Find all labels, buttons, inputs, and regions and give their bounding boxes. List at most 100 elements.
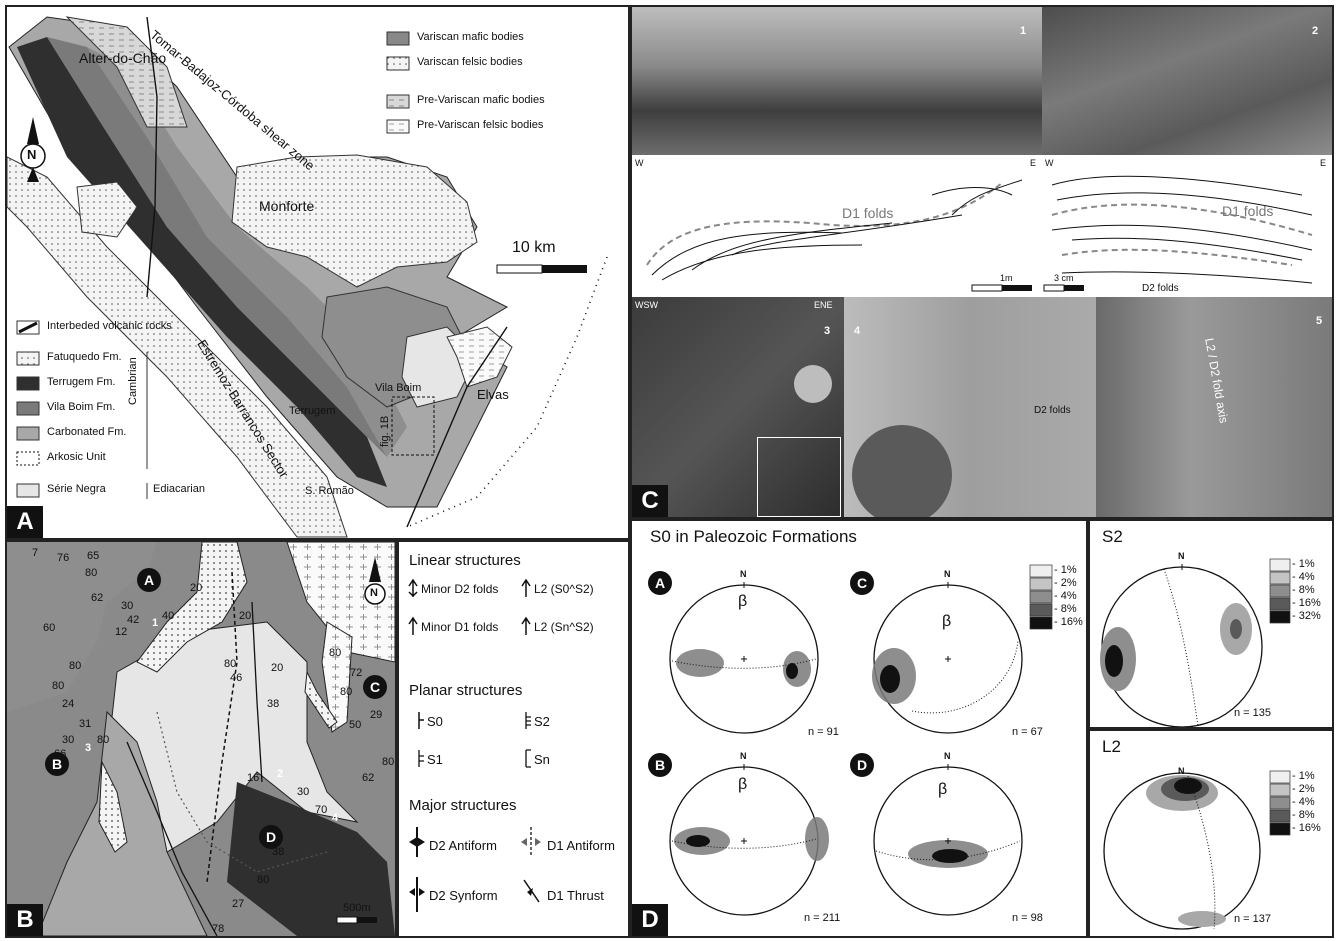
site-star-3: 3 <box>85 742 92 754</box>
site-b-marker: B <box>45 752 69 776</box>
site-star-1: 1 <box>152 617 159 629</box>
dip-13: 80 <box>52 680 65 692</box>
linear-item-3: Minor D1 folds <box>421 620 499 634</box>
linear-item-4: L2 (Sn^S2) <box>534 620 594 634</box>
dip-23: 20 <box>271 662 284 674</box>
dip-9: 20 <box>190 582 203 594</box>
dip-4: 80 <box>85 567 98 579</box>
dip-18: 80 <box>97 734 110 746</box>
photo-3-coin <box>794 365 832 403</box>
photo-star-2: 2 <box>1312 25 1319 37</box>
sketch-2-scale: 3 cm <box>1054 273 1074 283</box>
sketch-1-scale: 1m <box>1000 273 1013 283</box>
net-b-beta: β <box>738 776 748 793</box>
net-d-north: N <box>944 751 951 761</box>
s2-legend-3: - 8% <box>1292 584 1315 596</box>
panel-label-b: B <box>7 904 43 936</box>
photo-star-3: 3 <box>824 325 831 337</box>
dip-2: 76 <box>57 552 70 564</box>
dip-6: 30 <box>121 600 134 612</box>
site-c-marker: C <box>363 675 387 699</box>
photo-4-outcrop: D2 folds <box>844 297 1097 517</box>
net-c-north: N <box>944 569 951 579</box>
net-site-d: D <box>850 753 874 777</box>
l2-legend-3: - 4% <box>1292 796 1315 808</box>
place-vila-boim: Vila Boim <box>375 382 422 394</box>
s2-legend-2: - 4% <box>1292 571 1315 583</box>
s2-legend-1: - 1% <box>1292 558 1315 570</box>
major-item-1: D2 Antiform <box>429 838 497 853</box>
linear-symbols <box>408 578 531 635</box>
legend-fatuquedo: Fatuquedo Fm. <box>47 351 122 363</box>
sketch-2-d2: D2 folds <box>1142 283 1179 294</box>
place-s-romao: S. Romão <box>305 485 354 497</box>
net-d-beta: β <box>938 781 948 798</box>
planar-item-4: Sn <box>534 752 550 767</box>
panel-label-d: D <box>632 904 668 936</box>
dip-7: 42 <box>127 614 140 626</box>
photo-3-wsw: WSW <box>635 300 658 310</box>
dip-20: 80 <box>224 658 237 670</box>
linear-title: Linear structures <box>409 552 521 569</box>
stereonet-l2 <box>1103 770 1291 930</box>
legend-prevariscan-felsic: Pre-Variscan felsic bodies <box>417 119 544 131</box>
net-site-c: C <box>850 571 874 595</box>
dip-32: 30 <box>297 786 310 798</box>
dip-3: 65 <box>87 550 100 562</box>
planar-item-3: S1 <box>427 752 443 767</box>
s0-legend-5: - 16% <box>1054 616 1083 628</box>
net-c-beta: β <box>942 613 952 630</box>
major-symbols <box>409 827 541 912</box>
place-terrugem: Terrugem <box>289 405 336 417</box>
place-elvas: Elvas <box>477 387 509 402</box>
panel-c-photos: W E D1 folds 1m W E D1 folds 3 cm D2 fol… <box>630 5 1334 519</box>
dip-30: 62 <box>362 772 375 784</box>
panel-l2: L2 N n = 137 - 1% - 2% - 4% - 8% - 16% <box>1088 729 1334 938</box>
photo-4-coin <box>852 425 952 517</box>
sketch-1: W E D1 folds 1m <box>632 155 1043 298</box>
dip-37: 78 <box>212 923 225 935</box>
dip-31: 16 <box>247 772 260 784</box>
photo-3-inset <box>757 437 841 517</box>
panel-s2: S2 N n = 135 - 1% - 4% - 8% - 16% - 32% <box>1088 519 1334 729</box>
dip-14: 24 <box>62 698 75 710</box>
net-a-north: N <box>740 569 747 579</box>
photo-1-outcrop <box>632 7 1043 156</box>
net-a-n: n = 91 <box>808 726 839 738</box>
geologic-map-a <box>7 16 608 538</box>
photo-star-4: 4 <box>854 325 861 337</box>
legend-serie-negra: Série Negra <box>47 483 106 495</box>
dip-26: 80 <box>340 686 353 698</box>
s0-legend-4: - 8% <box>1054 603 1077 615</box>
l2-north: N <box>1178 766 1185 776</box>
s2-north: N <box>1178 551 1185 561</box>
l2-title: L2 <box>1102 737 1121 756</box>
scale-label-b: 500m <box>343 902 371 914</box>
net-c-n: n = 67 <box>1012 726 1043 738</box>
site-d-marker: D <box>259 825 283 849</box>
panel-a-map: Variscan mafic bodies Variscan felsic bo… <box>5 5 630 540</box>
legend-volcanic: Interbeded volcanic rocks <box>47 320 172 332</box>
major-item-2: D1 Antiform <box>547 838 615 853</box>
dip-10: 12 <box>115 626 128 638</box>
sketch-2: W E D1 folds 3 cm D2 folds <box>1042 155 1332 298</box>
sketch-1-fold: D1 folds <box>842 205 894 221</box>
dip-36: 80 <box>257 874 270 886</box>
site-a-marker: A <box>137 568 161 592</box>
net-d-n: n = 98 <box>1012 912 1043 924</box>
dip-15: 31 <box>79 718 92 730</box>
legend-vilaboim: Vila Boim Fm. <box>47 401 116 413</box>
sketch-1-e: E <box>1030 158 1037 168</box>
net-site-b: B <box>648 753 672 777</box>
planar-item-1: S0 <box>427 714 443 729</box>
dip-1: 7 <box>32 547 39 559</box>
l2-legend-1: - 1% <box>1292 770 1315 782</box>
photo-5-outcrop: L2 / D2 fold axis <box>1096 297 1332 517</box>
dip-29: 80 <box>382 756 395 768</box>
dip-33: 70 <box>315 804 328 816</box>
net-site-a: A <box>648 571 672 595</box>
panel-b-map: A B C D N 500m 7 76 65 80 62 30 42 40 20… <box>5 540 397 938</box>
panel-label-c: C <box>632 485 668 517</box>
photo-3-ene: ENE <box>814 300 833 310</box>
linear-item-1: Minor D2 folds <box>421 582 499 596</box>
